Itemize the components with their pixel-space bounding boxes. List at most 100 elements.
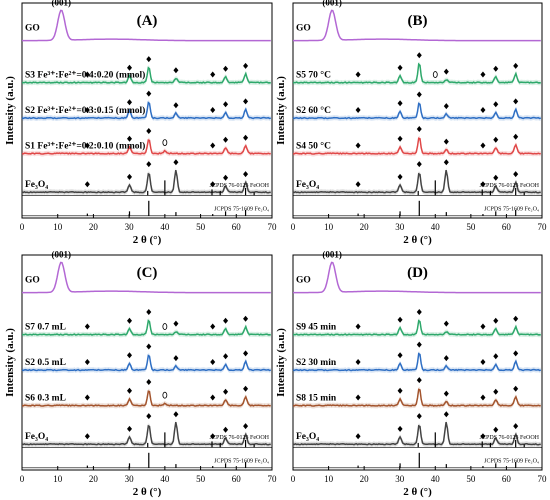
peak-marker-diamond — [493, 174, 499, 181]
series-line — [293, 9, 541, 42]
peak-marker-diamond — [223, 136, 229, 143]
peak-marker-diamond — [243, 171, 249, 178]
peak-marker-diamond — [493, 317, 499, 324]
peak-marker-diamond — [416, 91, 422, 98]
x-tick-label: 30 — [125, 474, 135, 484]
y-axis-label: Intensity (a.u.) — [275, 76, 287, 145]
peak-marker-diamond — [84, 142, 90, 149]
x-tick-label: 20 — [360, 222, 370, 232]
peak-marker-diamond — [146, 309, 152, 316]
peak-marker-diamond — [243, 134, 249, 141]
peak-marker-diamond — [84, 323, 90, 330]
reference-label: JCPDS 75-1609 Fe₂O₄ — [214, 207, 269, 213]
peak-marker-diamond — [146, 161, 152, 168]
x-tick-label: 0 — [291, 474, 296, 484]
x-tick-label: 20 — [89, 474, 99, 484]
series-band — [22, 388, 271, 409]
peak-marker-diamond — [173, 102, 179, 109]
series-label: Fe₃O₄ — [25, 180, 48, 190]
peak-marker-diamond — [513, 423, 519, 430]
series-label: S1 Fe³⁺:Fe²⁺=0.2:0.10 (mmol) — [25, 141, 145, 152]
reference-label: JCPDS 76-0123 FeOOH — [210, 183, 270, 189]
reference-label: JCPDS 75-1609 Fe₂O₄ — [214, 459, 269, 465]
series-label: GO — [296, 24, 311, 34]
peak-marker-diamond — [243, 423, 249, 430]
x-tick-label: 40 — [160, 474, 170, 484]
peak-marker-diamond — [146, 127, 152, 134]
peak-marker-diamond — [480, 394, 486, 401]
peak-marker-diamond — [355, 142, 361, 149]
series-line — [292, 137, 541, 155]
plot-frame — [292, 2, 543, 219]
peak-marker-diamond — [355, 394, 361, 401]
peak-marker-diamond — [355, 107, 361, 114]
peak-marker-diamond — [146, 379, 152, 386]
peak-marker-diamond — [84, 107, 90, 114]
peak-marker-diamond — [84, 394, 90, 401]
x-tick-label: 50 — [196, 222, 206, 232]
series-band — [293, 351, 541, 373]
series-band — [22, 137, 271, 157]
peak-marker-diamond — [84, 71, 90, 78]
reference-label: JCPDS 76-0123 FeOOH — [480, 435, 540, 441]
series-line — [292, 388, 541, 407]
plot-frame — [21, 2, 273, 219]
peak-marker-diamond — [493, 101, 499, 108]
x-tick-label: 10 — [53, 474, 63, 484]
peak-label: (001) — [322, 250, 342, 260]
peak-marker-diamond — [355, 433, 361, 440]
peak-marker-diamond — [173, 67, 179, 74]
peak-marker-diamond — [223, 353, 229, 360]
x-tick-label: 10 — [324, 222, 334, 232]
peak-marker-diamond — [513, 315, 519, 322]
peak-marker-diamond — [243, 98, 249, 105]
x-tick-label: 50 — [466, 474, 476, 484]
series-label: GO — [25, 24, 40, 34]
series-band — [293, 318, 541, 338]
peak-marker-diamond — [127, 173, 132, 180]
series-label: GO — [296, 276, 311, 286]
peak-marker-circle — [432, 71, 438, 78]
peak-marker-diamond — [210, 359, 216, 366]
peak-marker-diamond — [416, 126, 422, 133]
series-line — [21, 169, 271, 194]
peak-marker-diamond — [127, 135, 132, 142]
x-tick-label: 40 — [431, 474, 441, 484]
peak-marker-diamond — [416, 341, 422, 348]
x-tick-label: 10 — [53, 222, 63, 232]
series-line — [293, 62, 541, 84]
series-band — [22, 100, 271, 121]
peak-marker-diamond — [127, 387, 132, 394]
series-label: Fe₃O₄ — [296, 432, 319, 442]
peak-marker-diamond — [355, 181, 361, 188]
peak-marker-diamond — [397, 387, 403, 394]
x-tick-label: 70 — [538, 222, 548, 232]
x-axis-label: 2 θ (°) — [133, 234, 162, 246]
x-axis-label: 2 θ (°) — [403, 234, 432, 246]
chart-panel-3: (C) Intensity (a.u.) 0 10 20 30 40 50 60 70 2 θ (°… — [4, 250, 277, 498]
series-line — [22, 9, 271, 42]
peak-marker-diamond — [416, 377, 422, 384]
peak-label: (001) — [52, 0, 72, 8]
peak-marker-diamond — [397, 64, 403, 71]
series-band — [22, 318, 271, 338]
peak-marker-diamond — [443, 320, 449, 327]
peak-marker-diamond — [480, 323, 486, 330]
y-axis-label: Intensity (a.u.) — [275, 328, 287, 397]
peak-marker-diamond — [513, 62, 519, 69]
x-tick-label: 60 — [232, 222, 242, 232]
chart-panel-4: (D) Intensity (a.u.) 0 10 20 30 40 50 60 70 2 θ (°… — [275, 250, 547, 498]
peak-marker-diamond — [416, 161, 422, 168]
series-line — [21, 421, 271, 446]
peak-marker-diamond — [355, 71, 361, 78]
peak-marker-diamond — [397, 316, 403, 323]
series-band — [293, 135, 541, 157]
peak-label: (001) — [322, 0, 342, 8]
peak-marker-diamond — [243, 385, 249, 392]
peak-marker-diamond — [480, 71, 486, 78]
x-tick-label: 70 — [268, 222, 278, 232]
x-tick-label: 10 — [324, 474, 334, 484]
peak-marker-diamond — [223, 317, 229, 324]
plot-frame — [21, 254, 273, 471]
series-band — [293, 101, 541, 121]
